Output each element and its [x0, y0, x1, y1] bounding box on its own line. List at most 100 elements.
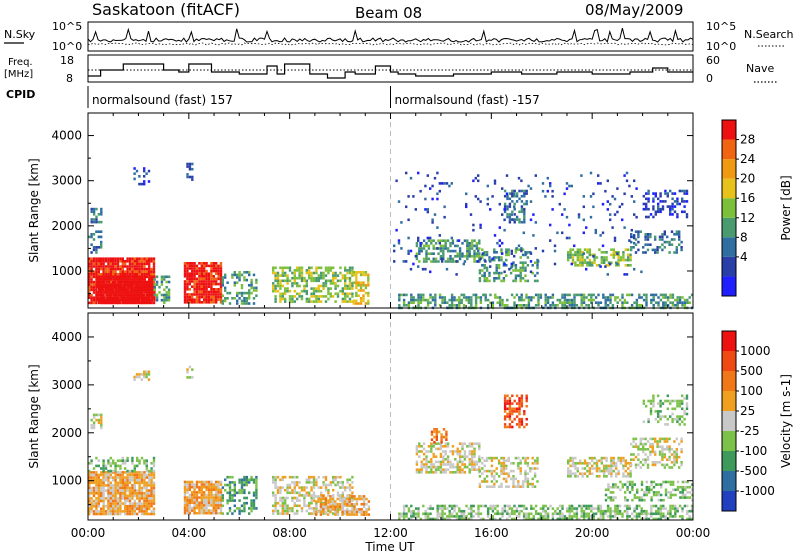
- echo-cell: [414, 208, 417, 211]
- echo-cell: [138, 301, 142, 305]
- echo-cell: [633, 241, 636, 245]
- echo-cell: [659, 293, 663, 297]
- echo-cell: [300, 295, 304, 298]
- echo-cell: [110, 283, 113, 286]
- echo-cell: [646, 238, 650, 241]
- echo-cell: [217, 480, 220, 484]
- echo-cell: [252, 289, 256, 292]
- echo-cell: [690, 293, 694, 297]
- echo-cell: [112, 262, 115, 266]
- echo-cell: [133, 167, 136, 170]
- echo-cell: [100, 262, 103, 266]
- echo-cell: [351, 295, 354, 298]
- echo-cell: [518, 298, 521, 302]
- echo-cell: [536, 467, 539, 470]
- echo-cell: [107, 484, 110, 487]
- echo-cell: [334, 510, 337, 514]
- echo-cell: [437, 465, 440, 469]
- echo-cell: [102, 285, 106, 289]
- echo-cell: [188, 295, 191, 299]
- echo-cell: [681, 301, 684, 304]
- echo-cell: [537, 517, 540, 521]
- echo-cell: [183, 285, 187, 288]
- echo-cell: [466, 257, 469, 261]
- echo-cell: [407, 509, 411, 513]
- echo-cell: [212, 493, 215, 497]
- echo-cell: [635, 515, 639, 518]
- echo-cell: [583, 258, 587, 262]
- echo-cell: [200, 262, 203, 265]
- echo-cell: [281, 486, 284, 489]
- echo-cell: [475, 244, 479, 248]
- echo-cell: [133, 502, 136, 505]
- echo-cell: [647, 207, 650, 211]
- echo-cell: [245, 501, 248, 505]
- echo-cell: [95, 478, 98, 482]
- echo-cell: [107, 459, 110, 462]
- echo-cell: [334, 502, 337, 506]
- echo-cell: [644, 243, 647, 246]
- echo-cell: [440, 435, 443, 439]
- echo-cell: [414, 298, 418, 302]
- echo-cell: [668, 243, 671, 246]
- echo-cell: [88, 484, 91, 487]
- echo-cell: [581, 472, 584, 475]
- echo-cell: [224, 276, 227, 279]
- echo-cell: [585, 267, 588, 271]
- echo-cell: [124, 459, 127, 462]
- echo-cell: [583, 459, 587, 462]
- echo-cell: [92, 299, 96, 302]
- echo-cell: [121, 462, 124, 465]
- echo-cell: [136, 270, 139, 273]
- echo-cell: [193, 298, 196, 301]
- echo-cell: [212, 301, 215, 304]
- echo-cell: [100, 413, 103, 417]
- echo-cell: [658, 235, 662, 239]
- echo-cell: [221, 294, 224, 297]
- echo-cell: [102, 499, 105, 503]
- echo-cell: [640, 507, 643, 510]
- echo-cell: [238, 507, 241, 510]
- echo-cell: [198, 295, 201, 299]
- echo-cell: [212, 483, 215, 486]
- echo-cell: [614, 298, 617, 302]
- echo-cell: [493, 277, 496, 280]
- echo-cell: [495, 251, 498, 254]
- echo-cell: [609, 509, 612, 513]
- echo-cell: [402, 293, 406, 297]
- echo-cell: [114, 301, 118, 305]
- echo-cell: [563, 192, 566, 196]
- echo-cell: [496, 301, 499, 304]
- echo-cell: [90, 491, 93, 495]
- echo-cell: [350, 495, 354, 498]
- echo-cell: [360, 495, 363, 498]
- echo-cell: [493, 234, 497, 237]
- echo-cell: [217, 288, 220, 291]
- echo-cell: [676, 507, 679, 510]
- echo-cell: [558, 509, 562, 513]
- echo-cell: [203, 509, 206, 512]
- echo-cell: [90, 270, 93, 273]
- echo-cell: [272, 512, 275, 515]
- echo-cell: [336, 279, 340, 283]
- echo-cell: [143, 499, 146, 503]
- echo-cell: [116, 273, 120, 276]
- echo-cell: [138, 504, 141, 508]
- echo-cell: [276, 509, 280, 513]
- echo-cell: [219, 269, 223, 273]
- echo-cell: [243, 278, 246, 282]
- echo-cell: [642, 509, 646, 513]
- echo-cell: [104, 473, 108, 477]
- echo-cell: [143, 288, 146, 292]
- echo-cell: [410, 296, 413, 299]
- echo-cell: [409, 249, 413, 253]
- echo-cell: [501, 213, 504, 216]
- echo-cell: [444, 242, 447, 245]
- echo-cell: [95, 230, 98, 233]
- echo-cell: [341, 297, 344, 301]
- echo-cell: [310, 512, 313, 515]
- echo-cell: [339, 475, 342, 479]
- echo-cell: [654, 192, 657, 195]
- echo-cell: [284, 279, 287, 283]
- echo-cell: [145, 484, 148, 487]
